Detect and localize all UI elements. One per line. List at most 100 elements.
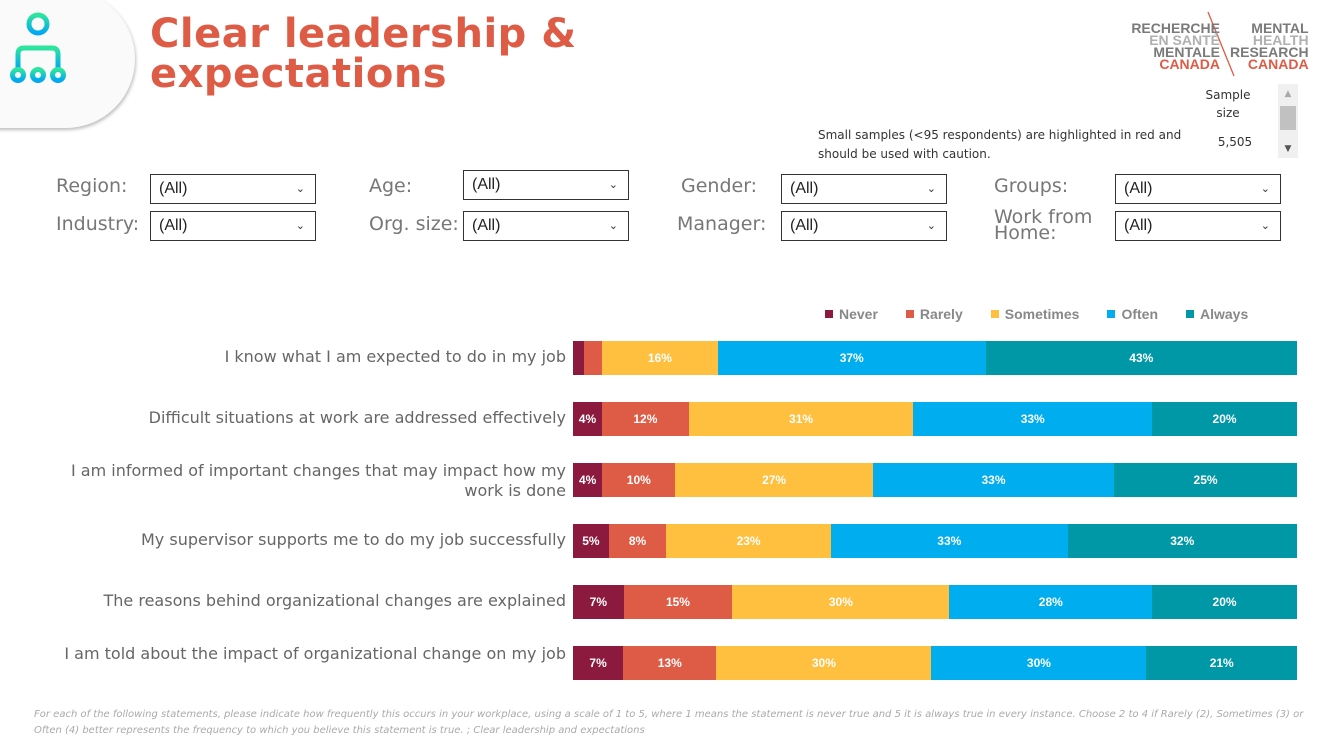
bar-segment-often[interactable]: 28%	[949, 585, 1153, 619]
bar-segment-always[interactable]: 43%	[985, 341, 1297, 375]
bar-segment-rarely[interactable]: 10%	[602, 463, 676, 497]
data-label: 7%	[589, 656, 607, 670]
filter-value: (All)	[472, 176, 501, 193]
bar-segment-always[interactable]: 25%	[1114, 463, 1297, 497]
legend-label: Rarely	[919, 306, 963, 322]
data-label: 27%	[762, 473, 787, 487]
data-label: 30%	[828, 595, 853, 609]
bar-segment-sometimes[interactable]: 16%	[601, 341, 718, 375]
bar-segment-rarely[interactable]: 13%	[623, 646, 717, 680]
scroll-up-arrow-icon[interactable]: ▲	[1284, 89, 1292, 99]
bar-segment-sometimes[interactable]: 30%	[732, 585, 950, 619]
chevron-down-icon: ⌄	[608, 220, 618, 232]
data-label: 30%	[811, 656, 836, 670]
logo-text: EN SANTÉ	[1149, 32, 1220, 48]
logo-slash-icon	[1207, 11, 1235, 77]
bar-segment-often[interactable]: 33%	[913, 402, 1153, 436]
filter-select-gender[interactable]: (All) ⌄	[781, 174, 947, 204]
bar-segment-rarely[interactable]: 8%	[608, 524, 667, 558]
bar-segment-never[interactable]: 4%	[573, 463, 603, 497]
category-label: I know what I am expected to do in my jo…	[224, 347, 566, 366]
data-label: 12%	[633, 412, 658, 426]
logo-text: RECHERCHE	[1131, 20, 1220, 36]
bar-segment-sometimes[interactable]: 23%	[666, 524, 832, 558]
bar-segment-never[interactable]: 7%	[573, 646, 624, 680]
bar-segment-sometimes[interactable]: 31%	[688, 402, 914, 436]
bar-segment-sometimes[interactable]: 30%	[716, 646, 932, 680]
bar-segment-never[interactable]: 7%	[573, 585, 624, 619]
data-label: 5%	[582, 534, 600, 548]
legend-swatch	[1186, 310, 1194, 318]
chart-legend: Never Rarely Sometimes Often Always	[825, 306, 1248, 322]
stacked-bar: 4% 12% 31% 33% 20%	[573, 402, 1297, 436]
bar-segment-rarely[interactable]: 15%	[623, 585, 733, 619]
chevron-down-icon: ⌄	[1260, 183, 1270, 195]
filter-label-industry: Industry:	[56, 213, 140, 235]
data-label: 7%	[589, 595, 607, 609]
sample-size-value: 5,505	[1217, 135, 1253, 149]
chevron-down-icon: ⌄	[926, 220, 936, 232]
bar-segment-always[interactable]: 20%	[1152, 402, 1297, 436]
data-label: 20%	[1212, 412, 1237, 426]
data-label: 33%	[981, 473, 1006, 487]
data-label: 15%	[665, 595, 690, 609]
category-label: I am informed of important changes that …	[70, 461, 566, 500]
bar-segment-always[interactable]: 20%	[1152, 585, 1297, 619]
page-title: Clear leadership & expectations	[150, 14, 577, 94]
legend-label: Sometimes	[1004, 306, 1080, 322]
category-label: I am told about the impact of organizati…	[64, 644, 566, 663]
bar-segment-always[interactable]: 21%	[1146, 646, 1297, 680]
filter-value: (All)	[159, 217, 188, 234]
page-title-line-1: Clear leadership &	[150, 11, 577, 57]
data-label: 28%	[1038, 595, 1063, 609]
chevron-down-icon: ⌄	[295, 183, 305, 195]
footnote: For each of the following statements, pl…	[34, 709, 1304, 736]
bar-segment-rarely[interactable]	[583, 341, 602, 375]
filter-label-manager: Manager:	[677, 213, 767, 235]
mhrc-logo: RECHERCHE EN SANTÉ MENTALE CANADA MENTAL…	[1108, 10, 1328, 80]
bar-segment-rarely[interactable]: 12%	[601, 402, 689, 436]
data-label: 30%	[1026, 656, 1051, 670]
legend-item-often: Often	[1107, 306, 1158, 322]
scroll-down-arrow-icon[interactable]: ▼	[1284, 144, 1292, 154]
data-label: 4%	[578, 473, 597, 487]
sample-scrollbar[interactable]: ▲ ▼	[1278, 84, 1298, 158]
bar-segment-often[interactable]: 33%	[831, 524, 1068, 558]
small-sample-caution-note: Small samples (<95 respondents) are high…	[818, 128, 1182, 161]
filter-select-manager[interactable]: (All) ⌄	[781, 211, 947, 241]
data-label: 20%	[1212, 595, 1237, 609]
stacked-bar: 5% 8% 23% 33% 32%	[573, 524, 1297, 558]
scroll-thumb[interactable]	[1280, 106, 1296, 130]
bar-segment-often[interactable]: 37%	[717, 341, 986, 375]
legend-item-always: Always	[1186, 306, 1248, 322]
filter-select-work-from-home[interactable]: (All) ⌄	[1115, 211, 1281, 241]
legend-label: Always	[1200, 306, 1249, 322]
header-icon-tab	[0, 0, 135, 128]
bar-segment-never[interactable]	[573, 341, 584, 375]
bar-segment-always[interactable]: 32%	[1067, 524, 1297, 558]
data-label: 8%	[628, 534, 647, 548]
bar-segment-never[interactable]: 4%	[573, 402, 602, 436]
stacked-bar: 7% 13% 30% 30% 21%	[573, 646, 1297, 680]
chevron-down-icon: ⌄	[295, 220, 305, 232]
data-label: 10%	[626, 473, 651, 487]
filter-select-org-size[interactable]: (All) ⌄	[463, 211, 629, 241]
filter-label-line: Work from	[994, 206, 1093, 228]
data-label: 4%	[578, 412, 597, 426]
page-title-line-2: expectations	[150, 51, 448, 97]
filter-value: (All)	[159, 180, 188, 197]
stacked-bar: 4% 10% 27% 33% 25%	[573, 463, 1297, 497]
org-hierarchy-icon	[10, 12, 66, 83]
filter-select-groups[interactable]: (All) ⌄	[1115, 174, 1281, 204]
bar-segment-sometimes[interactable]: 27%	[675, 463, 873, 497]
data-label: 32%	[1170, 534, 1195, 548]
category-label: The reasons behind organizational change…	[103, 591, 566, 610]
filter-select-industry[interactable]: (All) ⌄	[150, 211, 316, 241]
bar-segment-never[interactable]: 5%	[573, 524, 609, 558]
legend-swatch	[990, 310, 999, 318]
data-label: 23%	[736, 534, 761, 548]
bar-segment-often[interactable]: 30%	[931, 646, 1147, 680]
bar-segment-often[interactable]: 33%	[872, 463, 1115, 497]
filter-select-age[interactable]: (All) ⌄	[463, 170, 629, 200]
filter-select-region[interactable]: (All) ⌄	[150, 174, 316, 204]
